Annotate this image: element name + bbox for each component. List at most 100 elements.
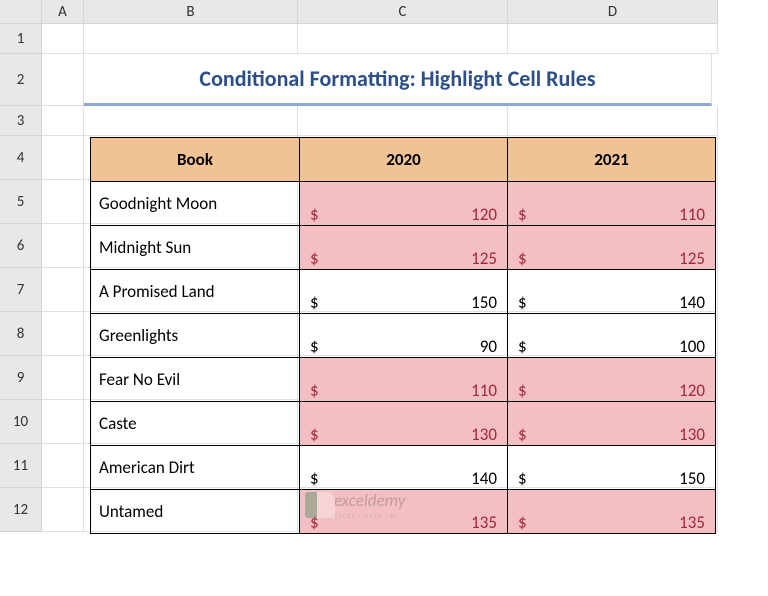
cell-c1[interactable] [298,24,508,54]
dollar-sign: $ [518,292,527,313]
dollar-sign: $ [518,204,527,225]
cell-a9[interactable] [42,356,84,400]
row-header-4[interactable]: 4 [0,136,42,180]
amount-value: 140 [471,468,497,489]
year2-cell[interactable]: $100 [508,314,716,358]
book-cell[interactable]: Caste [91,402,300,446]
cell-b1[interactable] [84,24,298,54]
row-header-10[interactable]: 10 [0,400,42,444]
cell-c3[interactable] [298,106,508,136]
col-header-a[interactable]: A [42,0,84,24]
amount-value: 120 [679,380,705,401]
cell-a11[interactable] [42,444,84,488]
book-cell[interactable]: American Dirt [91,446,300,490]
dollar-sign: $ [518,512,527,533]
dollar-sign: $ [310,204,319,225]
amount-value: 130 [471,424,497,445]
table-row: American Dirt$140$150 [91,446,716,490]
book-cell[interactable]: Greenlights [91,314,300,358]
row-header-2[interactable]: 2 [0,54,42,106]
amount-value: 150 [679,468,705,489]
year1-cell[interactable]: $125 [300,226,508,270]
cell-a12[interactable] [42,488,84,532]
amount-value: 150 [471,292,497,313]
cell-a7[interactable] [42,268,84,312]
cell-a1[interactable] [42,24,84,54]
dollar-sign: $ [518,336,527,357]
book-cell[interactable]: A Promised Land [91,270,300,314]
row-header-5[interactable]: 5 [0,180,42,224]
title-cell[interactable]: Conditional Formatting: Highlight Cell R… [84,54,712,106]
book-cell[interactable]: Goodnight Moon [91,182,300,226]
cell-a8[interactable] [42,312,84,356]
row-header-7[interactable]: 7 [0,268,42,312]
year1-cell[interactable]: $150 [300,270,508,314]
year1-cell[interactable]: $110 [300,358,508,402]
year2-cell[interactable]: $125 [508,226,716,270]
row-header-6[interactable]: 6 [0,224,42,268]
row-header-9[interactable]: 9 [0,356,42,400]
table-row: Caste$130$130 [91,402,716,446]
dollar-sign: $ [310,424,319,445]
dollar-sign: $ [310,248,319,269]
cell-d1[interactable] [508,24,718,54]
watermark-icon [305,492,331,518]
cell-d3[interactable] [508,106,718,136]
year1-cell[interactable]: $130 [300,402,508,446]
row-header-1[interactable]: 1 [0,24,42,54]
cell-a4[interactable] [42,136,84,180]
amount-value: 125 [471,248,497,269]
cell-b3[interactable] [84,106,298,136]
header-book[interactable]: Book [91,138,300,182]
row-header-3[interactable]: 3 [0,106,42,136]
col-header-b[interactable]: B [84,0,298,24]
cell-a5[interactable] [42,180,84,224]
table-row: Fear No Evil$110$120 [91,358,716,402]
year2-cell[interactable]: $150 [508,446,716,490]
cell-a6[interactable] [42,224,84,268]
watermark-sub: EXCEL · DATA · BI [334,511,405,520]
dollar-sign: $ [310,336,319,357]
year1-cell[interactable]: $120 [300,182,508,226]
amount-value: 110 [471,380,497,401]
year1-cell[interactable]: $140 [300,446,508,490]
year2-cell[interactable]: $140 [508,270,716,314]
cell-a2[interactable] [42,54,84,106]
table-row: Greenlights$90$100 [91,314,716,358]
dollar-sign: $ [518,468,527,489]
year2-cell[interactable]: $120 [508,358,716,402]
cell-a3[interactable] [42,106,84,136]
book-cell[interactable]: Midnight Sun [91,226,300,270]
watermark: exceldemy EXCEL · DATA · BI [305,490,405,520]
amount-value: 125 [679,248,705,269]
dollar-sign: $ [310,380,319,401]
watermark-text: exceldemy [334,490,405,511]
dollar-sign: $ [310,292,319,313]
year2-cell[interactable]: $130 [508,402,716,446]
year1-cell[interactable]: $90 [300,314,508,358]
dollar-sign: $ [518,380,527,401]
table-header-row: Book 2020 2021 [91,138,716,182]
row-header-12[interactable]: 12 [0,488,42,532]
header-year1[interactable]: 2020 [300,138,508,182]
col-header-d[interactable]: D [508,0,718,24]
year2-cell[interactable]: $110 [508,182,716,226]
amount-value: 140 [679,292,705,313]
book-cell[interactable]: Untamed [91,490,300,534]
dollar-sign: $ [518,248,527,269]
book-cell[interactable]: Fear No Evil [91,358,300,402]
col-header-c[interactable]: C [298,0,508,24]
row-header-8[interactable]: 8 [0,312,42,356]
title-text: Conditional Formatting: Highlight Cell R… [199,65,595,92]
table-row: Goodnight Moon$120$110 [91,182,716,226]
corner-cell [0,0,42,24]
year2-cell[interactable]: $135 [508,490,716,534]
amount-value: 100 [679,336,705,357]
amount-value: 90 [480,336,497,357]
header-year2[interactable]: 2021 [508,138,716,182]
table-row: A Promised Land$150$140 [91,270,716,314]
row-header-11[interactable]: 11 [0,444,42,488]
data-table: Book 2020 2021 Goodnight Moon$120$110Mid… [90,137,716,534]
cell-a10[interactable] [42,400,84,444]
amount-value: 135 [471,512,497,533]
